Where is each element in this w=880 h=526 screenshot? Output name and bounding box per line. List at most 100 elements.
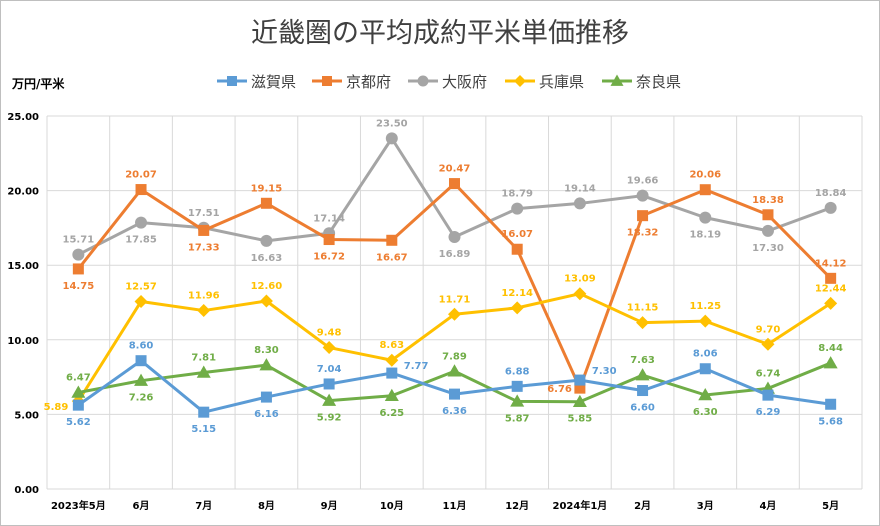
legend-marker-circle [417, 75, 429, 87]
data-label: 12.14 [501, 288, 533, 299]
data-label: 7.77 [404, 361, 429, 372]
x-axis-ticks: 2023年5月 6月 7月 8月 9月 10月 11月 12月 2024年1月 2月 3月 4月 5月 [51, 499, 839, 512]
data-point [823, 356, 838, 369]
y-axis-label: 万円/平米 [11, 76, 65, 91]
data-point [511, 380, 523, 392]
legend: 滋賀県 京都府 大阪府 兵庫県 奈良県 [217, 73, 681, 91]
data-label: 5.15 [191, 424, 216, 435]
data-label: 18.38 [752, 195, 784, 206]
data-point [761, 337, 775, 351]
data-point [762, 209, 774, 221]
x-tick-label: 7月 [195, 500, 212, 512]
data-label: 5.92 [317, 413, 342, 424]
data-label: 7.81 [191, 352, 216, 363]
data-label: 18.79 [501, 189, 533, 200]
legend-marker-square [322, 76, 332, 86]
data-point [386, 234, 398, 246]
data-label: 12.60 [251, 281, 283, 292]
data-label: 17.30 [752, 243, 784, 254]
data-point [636, 316, 650, 330]
data-point [824, 296, 838, 310]
data-label: 8.30 [254, 345, 279, 356]
data-point [699, 211, 712, 224]
data-label: 18.19 [689, 230, 721, 241]
data-point [448, 307, 461, 321]
data-label: 8.06 [693, 349, 718, 360]
data-label: 18.32 [627, 228, 659, 239]
data-point [198, 406, 210, 418]
data-point [323, 378, 335, 390]
data-label: 6.36 [442, 406, 467, 417]
data-label: 23.50 [376, 118, 408, 129]
x-tick-label: 6月 [133, 500, 150, 512]
data-point [511, 202, 524, 215]
data-label: 20.47 [439, 164, 471, 175]
y-tick-label: 10.00 [7, 336, 39, 347]
data-point [322, 393, 337, 406]
data-point [196, 365, 211, 378]
data-point [385, 132, 398, 145]
legend-label: 奈良県 [636, 73, 681, 91]
data-point [825, 272, 837, 284]
data-point [699, 363, 711, 375]
data-point [322, 341, 336, 355]
data-point [574, 382, 586, 394]
y-tick-label: 20.00 [7, 187, 39, 198]
data-label: 16.63 [251, 253, 283, 264]
x-tick-label: 11月 [443, 500, 467, 512]
y-tick-label: 0.00 [14, 485, 39, 496]
data-label: 14.12 [815, 258, 847, 269]
data-point [761, 224, 774, 237]
data-point [636, 189, 649, 202]
data-point [72, 248, 85, 261]
legend-label: 大阪府 [442, 73, 487, 91]
legend-marker-triangle [610, 74, 624, 86]
x-tick-label: 8月 [258, 500, 275, 512]
y-axis-ticks: 0.00 5.00 10.00 15.00 20.00 25.00 [7, 112, 39, 496]
legend-label: 京都府 [346, 73, 391, 91]
data-point [134, 373, 149, 386]
data-label: 5.87 [505, 413, 530, 424]
data-point [573, 197, 586, 210]
data-label: 7.30 [592, 366, 617, 377]
legend-marker-diamond [514, 75, 526, 87]
data-point [135, 355, 147, 367]
data-point [323, 234, 335, 246]
x-tick-label: 5月 [822, 500, 839, 512]
y-tick-label: 15.00 [7, 261, 39, 272]
legend-label: 兵庫県 [539, 73, 584, 91]
data-point [71, 385, 86, 398]
legend-marker-square [227, 76, 237, 86]
data-label: 8.60 [129, 341, 154, 352]
data-label: 9.70 [756, 324, 781, 335]
data-point [197, 304, 211, 318]
data-point [825, 398, 837, 410]
data-label: 6.88 [505, 366, 530, 377]
data-label: 13.09 [564, 274, 596, 285]
y-tick-label: 25.00 [7, 112, 39, 123]
data-label: 7.63 [630, 355, 655, 366]
data-point [698, 388, 713, 401]
data-label: 19.15 [251, 183, 283, 194]
data-label: 17.14 [313, 213, 345, 224]
data-point [635, 368, 650, 381]
chart-title: 近畿圏の平均成約平米単価推移 [251, 18, 629, 49]
data-point [572, 394, 587, 407]
data-point [386, 367, 398, 379]
data-label: 16.07 [501, 229, 533, 240]
data-point [699, 184, 711, 196]
data-label: 12.57 [125, 281, 157, 292]
data-label: 19.66 [627, 176, 659, 187]
data-point [385, 353, 399, 367]
data-labels: 5.62 8.60 5.15 6.16 7.04 7.77 6.36 6.88 7.30 6.60… [44, 118, 847, 435]
x-tick-label: 10月 [380, 500, 404, 512]
data-label: 5.85 [568, 414, 593, 425]
data-point [198, 224, 210, 236]
data-point [824, 201, 837, 214]
data-point [259, 294, 273, 308]
data-label: 16.89 [439, 249, 471, 260]
data-label: 5.62 [66, 417, 91, 428]
series-group [71, 132, 838, 418]
data-label: 8.63 [379, 340, 404, 351]
